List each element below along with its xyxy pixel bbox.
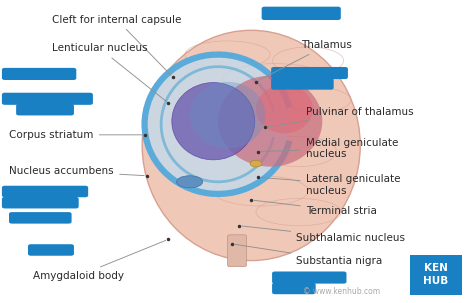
FancyBboxPatch shape bbox=[16, 104, 74, 115]
FancyBboxPatch shape bbox=[410, 255, 462, 295]
Text: Terminal stria: Terminal stria bbox=[254, 200, 377, 216]
Text: Substantia nigra: Substantia nigra bbox=[235, 244, 383, 266]
Ellipse shape bbox=[190, 82, 265, 148]
FancyBboxPatch shape bbox=[262, 7, 341, 20]
Text: Nucleus accumbens: Nucleus accumbens bbox=[9, 166, 144, 176]
Text: Amygdaloid body: Amygdaloid body bbox=[33, 240, 166, 281]
FancyBboxPatch shape bbox=[271, 67, 348, 79]
Text: Thalamus: Thalamus bbox=[258, 40, 352, 81]
Text: Cleft for internal capsule: Cleft for internal capsule bbox=[52, 15, 182, 75]
FancyBboxPatch shape bbox=[2, 197, 79, 208]
Text: Medial geniculate
nucleus: Medial geniculate nucleus bbox=[261, 138, 398, 159]
Ellipse shape bbox=[176, 176, 203, 188]
FancyBboxPatch shape bbox=[2, 186, 88, 197]
Text: Lenticular nucleus: Lenticular nucleus bbox=[52, 43, 166, 101]
Text: Pulvinar of thalamus: Pulvinar of thalamus bbox=[268, 107, 413, 127]
Ellipse shape bbox=[147, 56, 289, 192]
Ellipse shape bbox=[218, 76, 322, 167]
Text: Corpus striatum: Corpus striatum bbox=[9, 130, 142, 140]
Ellipse shape bbox=[256, 85, 313, 133]
Ellipse shape bbox=[250, 160, 262, 167]
FancyBboxPatch shape bbox=[2, 93, 93, 105]
Text: KEN
HUB: KEN HUB bbox=[423, 263, 449, 286]
FancyBboxPatch shape bbox=[228, 235, 246, 267]
Ellipse shape bbox=[172, 82, 255, 160]
Text: Subthalamic nucleus: Subthalamic nucleus bbox=[242, 226, 405, 243]
Text: Lateral geniculate
nucleus: Lateral geniculate nucleus bbox=[261, 174, 400, 196]
FancyBboxPatch shape bbox=[28, 244, 74, 256]
FancyBboxPatch shape bbox=[272, 283, 316, 294]
FancyBboxPatch shape bbox=[2, 68, 76, 80]
FancyBboxPatch shape bbox=[272, 271, 346, 284]
FancyBboxPatch shape bbox=[9, 212, 72, 224]
FancyBboxPatch shape bbox=[271, 78, 334, 90]
Text: © www.kenhub.com: © www.kenhub.com bbox=[303, 287, 380, 296]
Ellipse shape bbox=[142, 30, 360, 261]
